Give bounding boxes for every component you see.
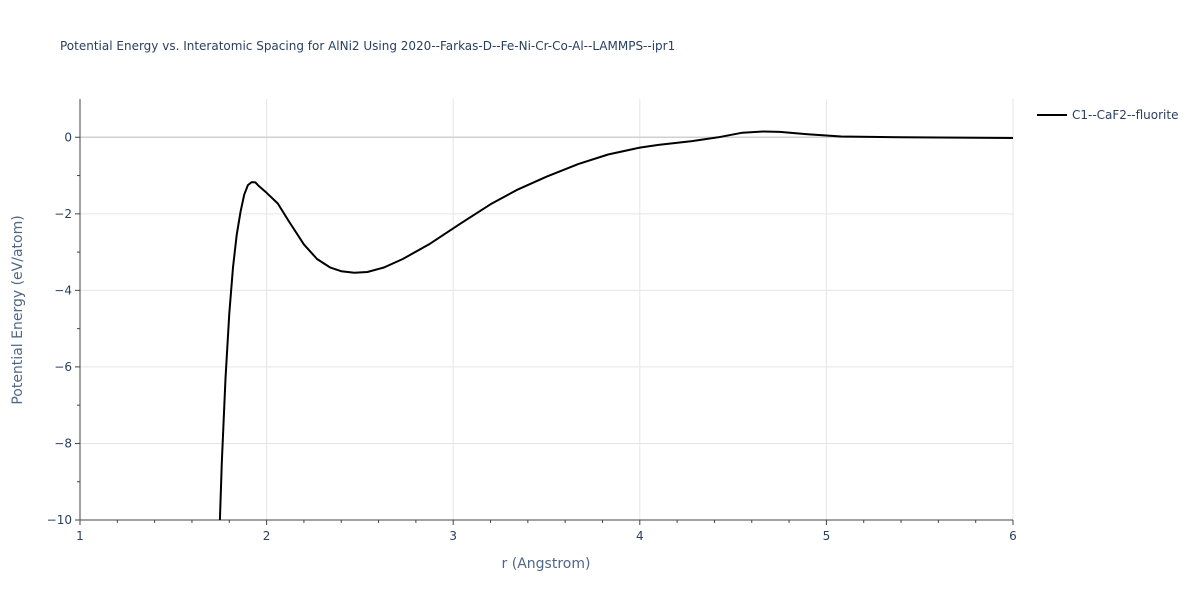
x-axis-title: r (Angstrom) [502,556,591,572]
x-tick-label-4: 4 [636,529,644,543]
y-tick-label-0: 0 [64,130,72,144]
y-tick-label--10: −10 [47,513,72,527]
chart-title: Potential Energy vs. Interatomic Spacing… [60,39,675,53]
series-layer [218,130,1014,521]
y-axis-title: Potential Energy (eV/atom) [10,215,26,404]
x-tick-label-2: 2 [263,529,271,543]
axes [79,99,1013,521]
x-ticks: 1 2 3 4 5 6 [76,520,1017,543]
legend-label: C1--CaF2--fluorite [1072,108,1178,122]
x-tick-label-1: 1 [76,529,84,543]
y-tick-label--4: −4 [54,283,72,297]
series-line-0[interactable] [218,130,1014,521]
y-ticks: 0 −2 −4 −6 −8 −10 [47,130,80,527]
x-tick-label-5: 5 [823,529,831,543]
y-tick-label--6: −6 [54,360,72,374]
y-tick-label--2: −2 [54,207,72,221]
grid [80,99,1014,520]
x-tick-label-3: 3 [449,529,457,543]
x-tick-label-6: 6 [1009,529,1017,543]
y-tick-label--8: −8 [54,436,72,450]
legend[interactable]: C1--CaF2--fluorite [1037,108,1178,122]
